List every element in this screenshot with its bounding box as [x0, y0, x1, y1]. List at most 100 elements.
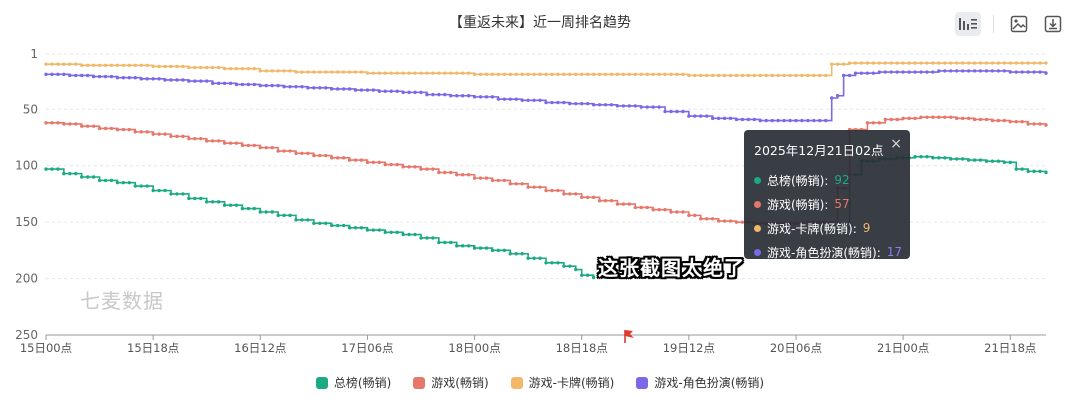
data-point [508, 252, 512, 256]
data-point [187, 79, 191, 83]
data-point [431, 236, 435, 240]
data-point [794, 73, 798, 78]
data-point [157, 132, 161, 136]
download-icon[interactable] [1040, 12, 1066, 36]
data-point [50, 121, 54, 125]
data-point [163, 78, 167, 82]
image-icon[interactable] [1006, 12, 1032, 36]
data-point [1002, 160, 1007, 165]
legend-item[interactable]: 游戏-角色扮演(畅销) [636, 374, 764, 391]
data-point [472, 176, 477, 180]
data-point [365, 88, 370, 92]
data-point [240, 82, 245, 87]
data-point [937, 61, 941, 65]
legend-item[interactable]: 游戏-卡牌(畅销) [510, 374, 614, 391]
data-point [145, 130, 149, 134]
data-point [913, 61, 917, 65]
data-point [705, 114, 709, 118]
data-point [413, 232, 417, 237]
data-point [931, 156, 935, 160]
data-point [175, 192, 179, 196]
data-point [919, 70, 923, 74]
data-point [466, 71, 471, 75]
data-point [80, 63, 84, 67]
data-point [50, 167, 54, 171]
data-point [395, 71, 399, 75]
data-point [913, 154, 917, 159]
data-point [895, 117, 899, 122]
data-point [193, 79, 197, 83]
x-axis: 15日00点 15日18点 16日12点 17日06点 18日00点 18日18点 19日1… [20, 334, 1046, 355]
data-point [532, 72, 536, 77]
data-point [651, 208, 655, 212]
y-tick-label: 250 [15, 328, 38, 342]
data-point [216, 65, 221, 70]
data-point [728, 219, 733, 223]
data-point [56, 72, 60, 77]
x-tick-label: 19日12点 [663, 341, 715, 355]
data-point [151, 64, 155, 69]
series-dot [754, 200, 761, 208]
data-point [389, 89, 393, 93]
data-point [633, 205, 637, 210]
data-point [562, 264, 566, 268]
data-point [681, 109, 685, 114]
data-point [895, 61, 899, 65]
data-point [56, 121, 60, 125]
data-point [205, 65, 209, 70]
y-tick-label: 1 [30, 47, 38, 61]
data-point [657, 105, 661, 109]
data-point [181, 64, 185, 69]
data-point [580, 273, 584, 277]
data-point [734, 117, 739, 122]
data-point [460, 173, 465, 177]
data-point [794, 118, 798, 123]
legend-item[interactable]: 游戏(畅销) [413, 374, 489, 391]
data-point [1026, 70, 1030, 74]
close-icon[interactable]: × [890, 136, 902, 152]
data-point [121, 180, 126, 185]
data-point [68, 122, 72, 126]
data-point [550, 100, 554, 105]
data-point [972, 61, 977, 65]
data-point [234, 82, 239, 87]
data-point [687, 73, 691, 78]
data-point [532, 185, 536, 189]
data-point [478, 72, 483, 77]
data-point [574, 72, 578, 77]
data-point [175, 134, 179, 139]
data-point [377, 89, 382, 93]
data-point [621, 72, 626, 77]
data-point [377, 71, 382, 75]
data-point [455, 244, 459, 248]
bar-line-switch-icon[interactable] [955, 12, 981, 36]
data-point [133, 130, 137, 134]
legend-label: 游戏(畅销) [431, 376, 489, 390]
data-point [901, 70, 905, 74]
data-point [312, 221, 316, 225]
data-point [889, 117, 893, 122]
data-point [353, 88, 358, 92]
data-point [972, 69, 977, 73]
data-point [478, 95, 483, 99]
data-point [710, 73, 715, 78]
data-tooltip: × 2025年12月21日02点 总榜(畅销): 92 游戏(畅销): 57 游… [744, 130, 910, 260]
data-point [395, 162, 399, 167]
chart-toolbar [955, 12, 1066, 36]
data-point [972, 117, 977, 122]
legend-item[interactable]: 总榜(畅销) [315, 374, 391, 391]
data-point [157, 64, 161, 69]
y-tick-label: 50 [23, 102, 38, 116]
data-point [841, 62, 846, 66]
data-point [984, 159, 989, 163]
data-point [276, 69, 280, 73]
data-point [955, 157, 959, 161]
legend-swatch [510, 376, 523, 389]
data-point [728, 116, 733, 121]
y-tick-label: 100 [15, 159, 38, 173]
data-point [425, 71, 429, 75]
data-point [580, 72, 584, 77]
data-point [1032, 61, 1036, 65]
data-point [163, 132, 167, 136]
tooltip-row: 游戏-角色扮演(畅销): 17 [754, 240, 902, 264]
